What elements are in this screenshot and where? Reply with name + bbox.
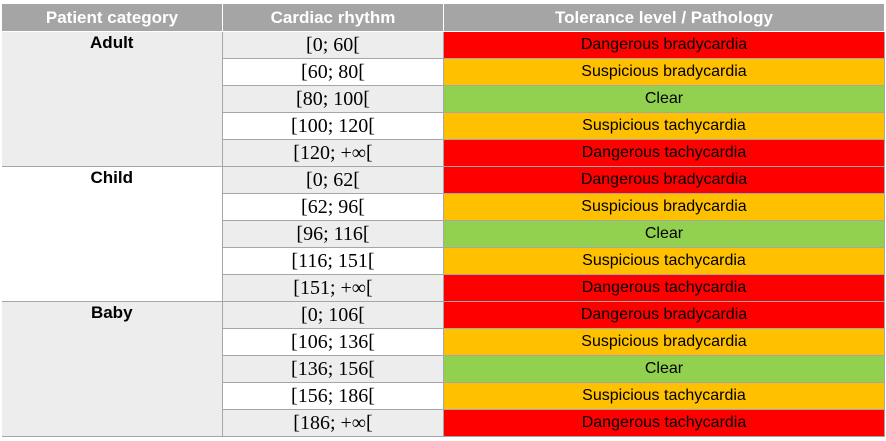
pathology-cell-danger: Dangerous bradycardia [443,301,885,329]
pathology-cell-danger: Dangerous bradycardia [443,31,885,59]
table-body: Adult [0; 60[Dangerous bradycardia [60; 80… [1,31,885,437]
table-row: [151; +∞[Dangerous tachycardia [2,274,885,302]
table-row: Baby [0; 106[Dangerous bradycardia [1,301,885,437]
patient-category-cell: Child [1,166,223,302]
cardiac-rhythm-cell: [106; 136[ [222,328,444,356]
table-row: [96; 116[Clear [2,220,885,248]
cardiac-rhythm-cell: [156; 186[ [222,382,444,410]
pathology-cell-suspicious: Suspicious tachycardia [443,247,885,275]
pathology-cell-danger: Dangerous tachycardia [443,139,885,167]
cardiac-rhythm-cell: [96; 116[ [222,220,444,248]
header-row: Patient category Cardiac rhythm Toleranc… [1,3,885,32]
pathology-cell-danger: Dangerous bradycardia [443,166,885,194]
table-row: [80; 100[Clear [2,85,885,113]
table-row: [100; 120[Suspicious tachycardia [2,112,885,140]
patient-category-cell: Baby [1,301,223,437]
table-row: [62; 96[Suspicious bradycardia [2,193,885,221]
table-row: [136; 156[Clear [2,355,885,383]
table-row: [156; 186[Suspicious tachycardia [2,382,885,410]
cardiac-rhythm-cell: [62; 96[ [222,193,444,221]
header-cardiac-rhythm: Cardiac rhythm [222,3,444,32]
header-tolerance-level: Tolerance level / Pathology [443,3,885,32]
table-row: [186; +∞[Dangerous tachycardia [2,409,885,437]
cardiac-rhythm-cell: [60; 80[ [222,58,444,86]
table-row: [116; 151[Suspicious tachycardia [2,247,885,275]
pathology-cell-suspicious: Suspicious bradycardia [443,58,885,86]
cardiac-rhythm-cell: [151; +∞[ [222,274,444,302]
cardiac-rhythm-cell: [80; 100[ [222,85,444,113]
pathology-cell-danger: Dangerous tachycardia [443,274,885,302]
pathology-cell-danger: Dangerous tachycardia [443,409,885,437]
pathology-cell-suspicious: Suspicious bradycardia [443,328,885,356]
patient-category-cell: Adult [1,31,223,167]
cardiac-rhythm-cell: [116; 151[ [222,247,444,275]
pathology-cell-clear: Clear [443,85,885,113]
pathology-cell-clear: Clear [443,355,885,383]
pathology-cell-suspicious: Suspicious bradycardia [443,193,885,221]
cardiac-rhythm-cell: [0; 62[ [222,166,444,194]
table-row: [120; +∞[Dangerous tachycardia [2,139,885,167]
cardiac-rhythm-cell: [136; 156[ [222,355,444,383]
heart-rate-table: Patient category Cardiac rhythm Toleranc… [1,3,885,437]
cardiac-rhythm-cell: [0; 106[ [222,301,444,329]
pathology-cell-clear: Clear [443,220,885,248]
table-row: Adult [0; 60[Dangerous bradycardia [1,31,885,167]
pathology-cell-suspicious: Suspicious tachycardia [443,112,885,140]
pathology-cell-suspicious: Suspicious tachycardia [443,382,885,410]
cardiac-rhythm-cell: [120; +∞[ [222,139,444,167]
table-row: Child [0; 62[Dangerous bradycardia [1,166,885,302]
table-row: [60; 80[Suspicious bradycardia [2,58,885,86]
cardiac-rhythm-cell: [186; +∞[ [222,409,444,437]
header-patient-category: Patient category [1,3,223,32]
cardiac-rhythm-cell: [100; 120[ [222,112,444,140]
cardiac-rhythm-cell: [0; 60[ [222,31,444,59]
